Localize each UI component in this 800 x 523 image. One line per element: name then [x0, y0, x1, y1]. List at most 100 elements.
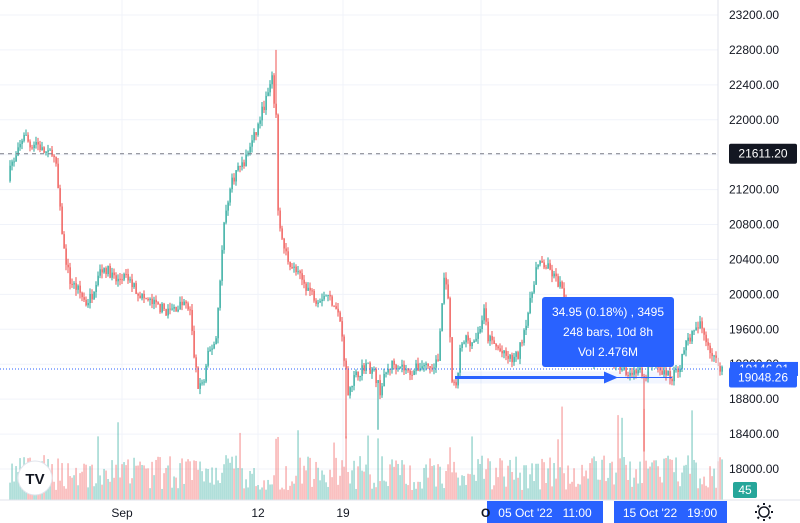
candle-body — [327, 294, 329, 296]
volume-bar — [385, 481, 387, 500]
candle-body — [17, 147, 19, 156]
volume-bar — [217, 480, 219, 500]
candle-body — [81, 292, 83, 298]
candle-body — [563, 288, 565, 301]
volume-bar — [647, 468, 649, 500]
volume-bar — [393, 466, 395, 500]
volume-bar — [277, 436, 279, 500]
volume-bar — [679, 486, 681, 500]
volume-bar — [703, 476, 705, 500]
candle-body — [21, 140, 23, 144]
candle-body — [315, 300, 317, 304]
volume-bar — [521, 489, 523, 500]
volume-bar — [245, 479, 247, 500]
volume-bar — [691, 410, 693, 500]
volume-bar — [497, 477, 499, 500]
candle-body — [685, 340, 687, 351]
volume-bar — [555, 478, 557, 500]
volume-bar — [491, 489, 493, 500]
volume-bar — [645, 460, 647, 500]
volume-bar — [117, 422, 119, 500]
volume-bar — [113, 477, 115, 500]
volume-bar — [161, 488, 163, 500]
volume-bar — [453, 461, 455, 500]
candle-body — [449, 298, 451, 338]
volume-bar — [347, 471, 349, 500]
volume-bar — [273, 475, 275, 500]
candle-body — [365, 363, 367, 371]
date-range-labels: 05 Oct '22 11:00 15 Oct '22 19:00 O 0 — [481, 501, 727, 523]
candle-body — [669, 371, 671, 380]
volume-bar — [339, 475, 341, 500]
candle-body — [27, 134, 29, 142]
volume-bar — [139, 461, 141, 500]
candle-body — [681, 353, 683, 369]
volume-bar — [197, 469, 199, 500]
volume-bar — [443, 488, 445, 500]
measure-tool[interactable]: 34.95 (0.18%) , 3495 248 bars, 10d 8h Vo… — [455, 297, 674, 384]
volume-bar — [251, 473, 253, 500]
volume-bar — [669, 459, 671, 500]
candle-body — [181, 301, 183, 306]
volume-bar — [143, 465, 145, 500]
volume-bar — [85, 464, 87, 500]
volume-bar — [469, 474, 471, 500]
candle-body — [461, 343, 463, 349]
candle-body — [165, 309, 167, 316]
candle-body — [129, 279, 131, 281]
volume-bar — [473, 474, 475, 500]
candle-body — [375, 369, 377, 384]
candle-body — [89, 293, 91, 303]
time-axis[interactable]: Sep 12 19 — [0, 499, 800, 520]
candle-body — [103, 268, 105, 273]
svg-text:21611.20: 21611.20 — [738, 147, 787, 161]
tradingview-logo[interactable]: TV — [17, 460, 53, 496]
candle-body — [409, 370, 411, 375]
candle-body — [123, 273, 125, 280]
crosshair-price-label: 21611.20 — [729, 143, 797, 164]
candle-body — [677, 369, 679, 373]
volume-bar — [101, 484, 103, 500]
volume-bar — [529, 474, 531, 500]
candle-body — [227, 202, 229, 211]
price-axis[interactable]: 23200.0022800.0022400.0022000.0021600.00… — [717, 0, 779, 500]
candle-body — [61, 206, 63, 235]
candle-body — [93, 291, 95, 300]
volume-bar — [203, 481, 205, 500]
volume-bar — [267, 479, 269, 500]
volume-bar — [651, 462, 653, 500]
volume-bar — [149, 488, 151, 500]
candle-body — [711, 353, 713, 357]
candle-body — [517, 352, 519, 359]
candle-body — [325, 295, 327, 297]
price-tick-label: 23200.00 — [729, 8, 779, 22]
candle-body — [429, 366, 431, 368]
volume-bar — [383, 480, 385, 500]
volume-bar — [265, 489, 267, 500]
volume-bar — [335, 457, 337, 500]
volume-bar — [471, 436, 473, 500]
candle-body — [185, 301, 187, 304]
price-tick-label: 21200.00 — [729, 183, 779, 197]
time-tick-label: 19 — [336, 506, 350, 520]
volume-bar — [431, 466, 433, 500]
volume-bar — [179, 463, 181, 500]
settings-gear-icon[interactable] — [755, 503, 773, 521]
candlesticks — [9, 49, 723, 452]
volume-bar — [65, 488, 67, 500]
candle-body — [629, 372, 631, 376]
volume-bar — [379, 481, 381, 500]
volume-bar — [581, 464, 583, 500]
volume-bar — [253, 468, 255, 500]
volume-bar — [319, 480, 321, 500]
volume-bar — [389, 464, 391, 500]
volume-bar — [157, 456, 159, 500]
candle-body — [309, 287, 311, 291]
candle-body — [33, 144, 35, 149]
candle-body — [451, 337, 453, 382]
volume-bar — [219, 483, 221, 500]
volume-bar — [551, 486, 553, 500]
candle-body — [713, 355, 715, 357]
volume-bar — [545, 483, 547, 500]
